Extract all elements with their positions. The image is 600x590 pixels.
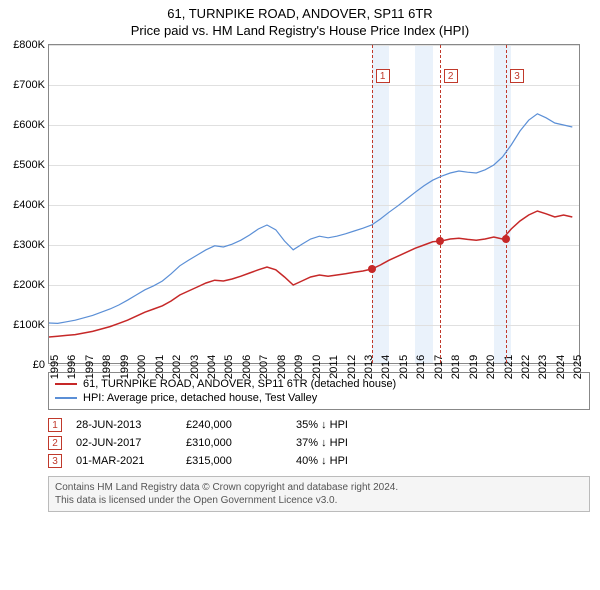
title-address: 61, TURNPIKE ROAD, ANDOVER, SP11 6TR	[0, 6, 600, 21]
sale-date: 02-JUN-2017	[76, 437, 186, 449]
y-axis-label: £100K	[13, 319, 45, 331]
legend-swatch	[55, 397, 77, 399]
y-axis-label: £400K	[13, 199, 45, 211]
sale-row: 3 01-MAR-2021£315,00040% ↓ HPI	[48, 452, 590, 470]
sale-price: £310,000	[186, 437, 296, 449]
sale-row: 2 02-JUN-2017£310,00037% ↓ HPI	[48, 434, 590, 452]
sale-diff: 37% ↓ HPI	[296, 437, 348, 449]
chart-svg	[49, 45, 581, 365]
legend-swatch	[55, 383, 77, 385]
sale-number-box: 2	[48, 436, 62, 450]
sale-number-box: 1	[48, 418, 62, 432]
y-axis-label: £600K	[13, 119, 45, 131]
sale-date: 28-JUN-2013	[76, 419, 186, 431]
legend-label: 61, TURNPIKE ROAD, ANDOVER, SP11 6TR (de…	[83, 378, 396, 390]
chart-plot-area: £0£100K£200K£300K£400K£500K£600K£700K£80…	[48, 44, 580, 364]
series-price_paid	[49, 211, 572, 337]
sale-marker	[502, 235, 510, 243]
sale-number-box: 3	[48, 454, 62, 468]
footer-line2: This data is licensed under the Open Gov…	[55, 494, 583, 507]
title-subtitle: Price paid vs. HM Land Registry's House …	[0, 23, 600, 38]
legend-label: HPI: Average price, detached house, Test…	[83, 392, 317, 404]
y-axis-label: £500K	[13, 159, 45, 171]
sale-diff: 35% ↓ HPI	[296, 419, 348, 431]
sale-diff: 40% ↓ HPI	[296, 455, 348, 467]
y-axis-label: £700K	[13, 79, 45, 91]
sale-price: £240,000	[186, 419, 296, 431]
sales-table: 1 28-JUN-2013£240,00035% ↓ HPI 2 02-JUN-201…	[48, 416, 590, 470]
y-axis-label: £300K	[13, 239, 45, 251]
y-axis-label: £800K	[13, 39, 45, 51]
sale-row: 1 28-JUN-2013£240,00035% ↓ HPI	[48, 416, 590, 434]
sale-marker	[368, 265, 376, 273]
y-axis-label: £0	[33, 359, 45, 371]
sale-marker	[436, 237, 444, 245]
footer-line1: Contains HM Land Registry data © Crown c…	[55, 481, 583, 494]
legend-row: HPI: Average price, detached house, Test…	[55, 391, 583, 405]
y-axis-label: £200K	[13, 279, 45, 291]
sale-price: £315,000	[186, 455, 296, 467]
series-hpi	[49, 114, 572, 324]
footer-attribution: Contains HM Land Registry data © Crown c…	[48, 476, 590, 512]
sale-date: 01-MAR-2021	[76, 455, 186, 467]
